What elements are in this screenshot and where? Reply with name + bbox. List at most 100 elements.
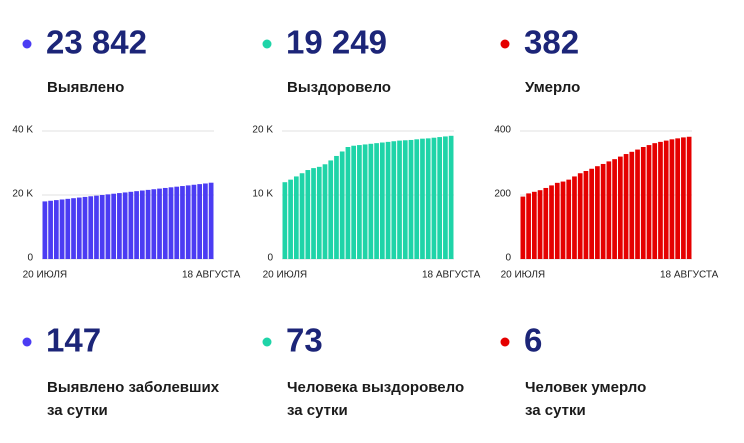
daily-label: Человек умерло (525, 379, 646, 396)
bar (351, 145, 357, 259)
bar (88, 196, 94, 259)
bar (316, 166, 322, 259)
bar (322, 164, 328, 259)
bar (566, 179, 572, 259)
bar (583, 171, 589, 259)
bar (293, 176, 299, 259)
total-label: Умерло (525, 79, 580, 96)
bar (640, 147, 646, 259)
bar (652, 143, 658, 259)
bar (391, 141, 397, 259)
bar (646, 145, 652, 259)
bar (59, 199, 65, 259)
dot (500, 337, 510, 347)
bar (82, 196, 88, 259)
y-tick-label: 40 K (12, 125, 33, 136)
bar (145, 189, 151, 259)
total-label: Выздоровело (287, 79, 391, 96)
bar (191, 184, 197, 259)
bar (425, 138, 431, 259)
bar (299, 173, 305, 259)
bar (617, 156, 623, 259)
bar (345, 147, 351, 259)
bar (589, 168, 595, 259)
bar (397, 140, 402, 259)
bar (134, 191, 139, 259)
bar (531, 191, 537, 259)
daily-label: Выявлено заболевших (47, 379, 220, 396)
bar (443, 136, 448, 259)
bar (629, 151, 635, 259)
bar (151, 189, 157, 259)
bar (431, 137, 437, 259)
bar (520, 196, 526, 259)
x-tick-label: 18 АВГУСТА (182, 270, 241, 281)
bar (122, 192, 128, 259)
bar (203, 183, 208, 259)
bar (368, 143, 374, 259)
daily: 6 (524, 322, 542, 359)
bar (623, 154, 629, 259)
bar (105, 194, 111, 259)
x-tick-label: 18 АВГУСТА (422, 270, 481, 281)
bar (162, 187, 168, 259)
bar (437, 137, 443, 259)
dot (22, 39, 32, 49)
total-label: Выявлено (47, 79, 124, 96)
bar (111, 193, 117, 259)
bar (157, 188, 162, 259)
bar (681, 137, 686, 259)
y-tick-label: 0 (267, 253, 273, 264)
bar (572, 176, 577, 259)
bar (208, 182, 214, 259)
bar (362, 144, 368, 259)
bar (197, 184, 203, 259)
dot (262, 337, 272, 347)
daily-label: Человека выздоровело (287, 379, 464, 396)
bar (612, 159, 617, 259)
bar (334, 155, 339, 259)
bar (128, 191, 134, 259)
bar (374, 143, 379, 259)
y-tick-label: 200 (494, 189, 511, 200)
bar (65, 198, 71, 259)
total: 23 842 (46, 24, 147, 61)
x-tick-label: 20 ИЮЛЯ (501, 270, 546, 281)
bar (174, 186, 180, 259)
total: 19 249 (286, 24, 387, 61)
y-tick-label: 0 (27, 253, 33, 264)
bar (53, 200, 59, 259)
x-tick-label: 20 ИЮЛЯ (263, 270, 308, 281)
bar (669, 139, 675, 259)
bar (686, 136, 692, 259)
y-tick-label: 400 (494, 125, 511, 136)
bar (554, 182, 560, 259)
dot (262, 39, 272, 49)
dot (22, 337, 32, 347)
bar (180, 186, 185, 259)
bar (117, 193, 122, 259)
bar (385, 141, 391, 259)
bar (663, 140, 669, 259)
bar (526, 193, 531, 259)
bar (311, 168, 316, 259)
bar (635, 149, 640, 259)
bar (168, 187, 174, 259)
bar (448, 135, 454, 259)
bar (414, 139, 420, 259)
bar (48, 200, 53, 259)
bar (549, 185, 554, 259)
bar (379, 142, 385, 259)
bar (675, 138, 681, 259)
daily-label: за сутки (287, 402, 348, 419)
bar (185, 185, 191, 259)
bar (577, 173, 583, 259)
bar (560, 181, 566, 259)
x-tick-label: 20 ИЮЛЯ (23, 270, 68, 281)
total: 382 (524, 24, 579, 61)
y-tick-label: 0 (505, 253, 511, 264)
bar (420, 138, 425, 259)
bar (42, 201, 48, 259)
bar (537, 190, 543, 259)
